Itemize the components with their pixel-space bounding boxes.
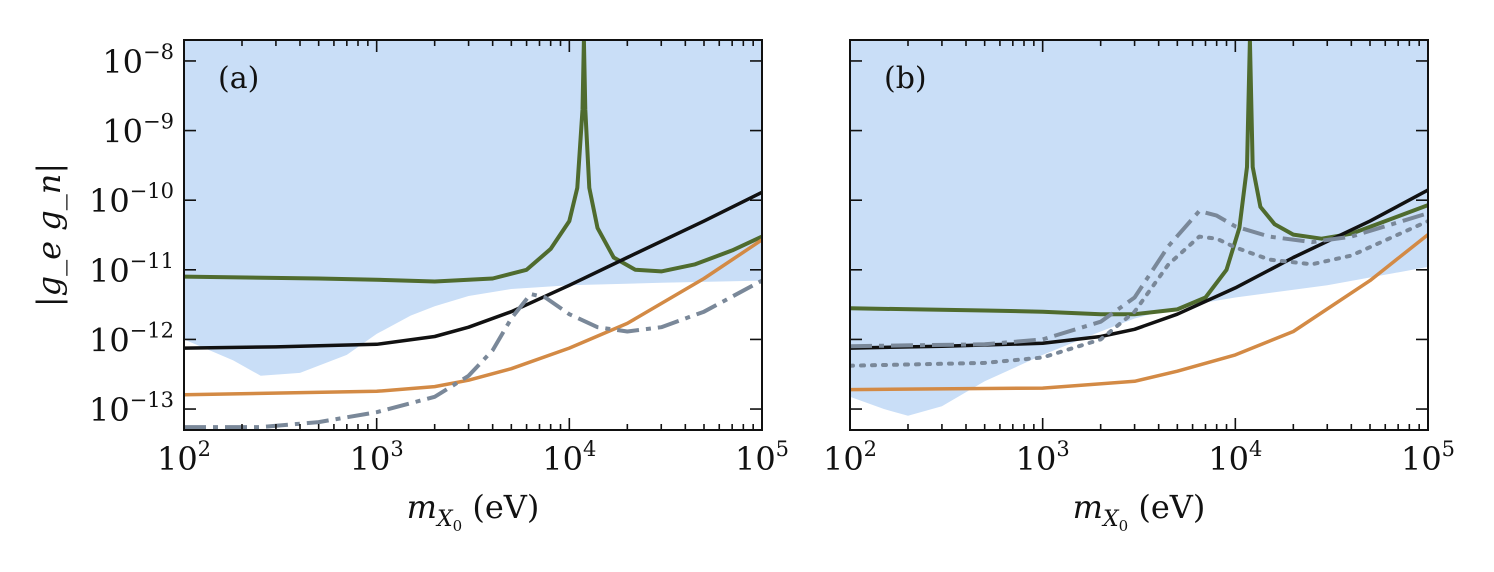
x-tick-exp: 2 bbox=[864, 437, 877, 461]
series-gray-dotted-b bbox=[850, 219, 1428, 368]
panel-label-b: (b) bbox=[884, 61, 927, 96]
x-tick-exp: 4 bbox=[583, 437, 596, 461]
plot-area-b bbox=[850, 40, 1428, 416]
y-tick-label: 10−9 bbox=[102, 110, 174, 151]
series-gray-dashdot-a bbox=[184, 278, 762, 430]
excluded-region-a bbox=[184, 40, 762, 376]
panel-label-a: (a) bbox=[218, 61, 259, 96]
series-orange-a bbox=[184, 238, 762, 397]
y-tick-exp: −8 bbox=[143, 40, 174, 64]
x-tick-base: 10 bbox=[542, 440, 583, 478]
plot-frame-a bbox=[183, 39, 763, 431]
x-tick-base: 10 bbox=[1016, 440, 1057, 478]
x-label-unit-a: (eV) bbox=[472, 488, 539, 526]
x-tick-exp: 5 bbox=[1442, 437, 1455, 461]
x-label-sub-b: X bbox=[1101, 507, 1120, 532]
x-tick-label: 103 bbox=[1016, 437, 1070, 478]
x-label-symbol-a: m bbox=[407, 488, 437, 526]
x-label-unit-b: (eV) bbox=[1138, 488, 1205, 526]
x-label-subsub-a: 0 bbox=[453, 517, 463, 535]
panel-b: (b) 102 103 104 105 mX0 (eV) bbox=[823, 39, 1455, 535]
x-tick-label: 102 bbox=[823, 437, 877, 478]
y-tick-base: 10 bbox=[89, 252, 130, 290]
panel-a: (a) 102 103 104 105 10−1310−1210−1110−1010−… bbox=[30, 39, 789, 535]
x-tick-label: 105 bbox=[735, 437, 789, 478]
y-tick-base: 10 bbox=[102, 113, 143, 151]
x-tick-labels-b: 102 103 104 105 bbox=[823, 437, 1455, 478]
plot-area-a bbox=[184, 40, 762, 430]
x-tick-label: 102 bbox=[157, 437, 211, 478]
x-tick-exp: 4 bbox=[1249, 437, 1262, 461]
x-tick-base: 10 bbox=[350, 440, 391, 478]
y-tick-base: 10 bbox=[89, 182, 130, 220]
x-tick-base: 10 bbox=[735, 440, 776, 478]
y-tick-base: 10 bbox=[102, 43, 143, 81]
y-tick-exp: −9 bbox=[143, 110, 174, 134]
y-tick-exp: −13 bbox=[130, 388, 174, 412]
x-axis-label-a: mX0 (eV) bbox=[407, 488, 540, 535]
excluded-region-b bbox=[850, 40, 1428, 416]
plot-frame-b bbox=[849, 39, 1429, 431]
y-tick-label: 10−11 bbox=[89, 249, 174, 290]
x-tick-label: 103 bbox=[350, 437, 404, 478]
y-tick-exp: −10 bbox=[130, 179, 174, 203]
series-gray-dashdot-b bbox=[850, 209, 1428, 349]
x-tick-base: 10 bbox=[1401, 440, 1442, 478]
y-tick-exp: −12 bbox=[130, 318, 174, 342]
y-tick-base: 10 bbox=[89, 321, 130, 359]
y-tick-label: 10−8 bbox=[102, 40, 174, 81]
x-tick-exp: 3 bbox=[1056, 437, 1069, 461]
series-green-b bbox=[850, 40, 1428, 317]
x-axis-label-b: mX0 (eV) bbox=[1073, 488, 1206, 535]
series-orange-b bbox=[850, 233, 1428, 392]
series-green-a bbox=[184, 40, 762, 284]
x-tick-base: 10 bbox=[823, 440, 864, 478]
x-tick-exp: 3 bbox=[390, 437, 403, 461]
x-tick-label: 104 bbox=[542, 437, 596, 478]
x-tick-base: 10 bbox=[157, 440, 198, 478]
x-label-symbol-b: m bbox=[1073, 488, 1103, 526]
y-tick-exp: −11 bbox=[130, 249, 174, 273]
series-black-a bbox=[184, 190, 762, 350]
x-tick-exp: 5 bbox=[776, 437, 789, 461]
x-tick-exp: 2 bbox=[198, 437, 211, 461]
y-tick-label: 10−12 bbox=[89, 318, 174, 359]
x-label-subsub-b: 0 bbox=[1119, 517, 1129, 535]
x-tick-label: 105 bbox=[1401, 437, 1455, 478]
x-tick-labels-a: 102 103 104 105 bbox=[157, 437, 789, 478]
x-tick-base: 10 bbox=[1208, 440, 1249, 478]
y-tick-label: 10−10 bbox=[89, 179, 174, 220]
y-tick-base: 10 bbox=[89, 391, 130, 429]
x-label-sub-a: X bbox=[435, 507, 454, 532]
y-tick-label: 10−13 bbox=[89, 388, 174, 429]
y-axis-label: |g_e g_n| bbox=[30, 163, 68, 307]
x-tick-label: 104 bbox=[1208, 437, 1262, 478]
